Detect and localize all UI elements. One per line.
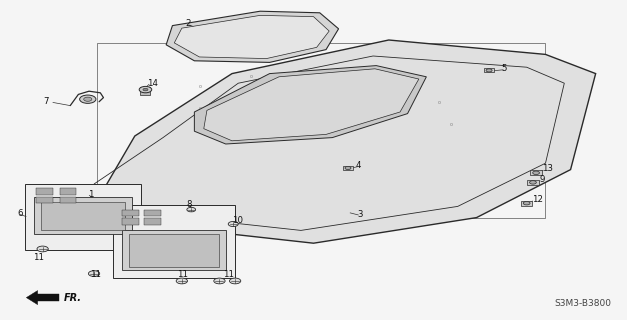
Text: o: o xyxy=(250,74,252,79)
Polygon shape xyxy=(113,205,235,278)
Text: 8: 8 xyxy=(187,200,192,209)
Bar xyxy=(343,166,353,170)
Polygon shape xyxy=(166,11,339,62)
Circle shape xyxy=(345,166,351,170)
Text: o: o xyxy=(199,84,202,89)
Polygon shape xyxy=(144,210,161,216)
Circle shape xyxy=(143,88,148,91)
Circle shape xyxy=(176,278,187,284)
Text: FR.: FR. xyxy=(64,292,82,303)
Text: o: o xyxy=(300,69,302,75)
Text: 5: 5 xyxy=(502,64,507,73)
Circle shape xyxy=(84,97,92,101)
Circle shape xyxy=(214,278,225,284)
Polygon shape xyxy=(194,66,426,144)
Polygon shape xyxy=(144,218,161,225)
Text: 7: 7 xyxy=(43,97,49,106)
Circle shape xyxy=(229,278,241,284)
Text: S3M3-B3800: S3M3-B3800 xyxy=(554,299,611,308)
Polygon shape xyxy=(122,210,139,216)
Text: 10: 10 xyxy=(232,216,243,225)
Polygon shape xyxy=(122,230,226,270)
Text: o: o xyxy=(218,132,221,137)
Circle shape xyxy=(80,95,96,103)
Text: 11: 11 xyxy=(223,270,234,279)
Bar xyxy=(530,171,542,175)
Circle shape xyxy=(139,86,152,93)
Bar xyxy=(41,202,125,230)
Polygon shape xyxy=(33,294,59,301)
Text: 11: 11 xyxy=(177,270,189,279)
Polygon shape xyxy=(25,184,141,250)
Circle shape xyxy=(88,271,100,276)
Circle shape xyxy=(187,207,196,212)
Text: o: o xyxy=(199,106,202,111)
Bar xyxy=(484,68,494,72)
Polygon shape xyxy=(204,69,419,141)
Polygon shape xyxy=(60,197,76,203)
Polygon shape xyxy=(26,291,38,305)
Bar xyxy=(527,180,539,185)
Text: 14: 14 xyxy=(147,79,159,88)
Text: o: o xyxy=(394,84,396,89)
Polygon shape xyxy=(100,40,596,243)
Polygon shape xyxy=(36,188,53,195)
Polygon shape xyxy=(174,15,329,59)
Polygon shape xyxy=(36,197,53,203)
Circle shape xyxy=(37,246,48,252)
Text: 9: 9 xyxy=(539,175,545,184)
Text: 11: 11 xyxy=(90,270,101,279)
Text: 11: 11 xyxy=(33,253,44,262)
Text: o: o xyxy=(450,122,453,127)
Text: 2: 2 xyxy=(185,20,191,28)
Text: 13: 13 xyxy=(542,164,553,173)
Circle shape xyxy=(533,171,539,174)
Bar xyxy=(140,87,150,95)
Bar xyxy=(521,201,532,205)
Bar xyxy=(129,234,219,267)
Text: 1: 1 xyxy=(88,190,93,199)
Circle shape xyxy=(524,202,530,205)
Polygon shape xyxy=(122,218,139,225)
Polygon shape xyxy=(60,188,76,195)
Text: o: o xyxy=(438,100,440,105)
Text: 12: 12 xyxy=(532,196,543,204)
Polygon shape xyxy=(34,197,132,234)
Text: 4: 4 xyxy=(356,161,361,170)
Circle shape xyxy=(228,221,238,227)
Text: o: o xyxy=(344,74,346,79)
Circle shape xyxy=(530,181,536,184)
Circle shape xyxy=(486,69,492,72)
Text: 6: 6 xyxy=(18,209,23,218)
Text: 3: 3 xyxy=(357,210,363,219)
